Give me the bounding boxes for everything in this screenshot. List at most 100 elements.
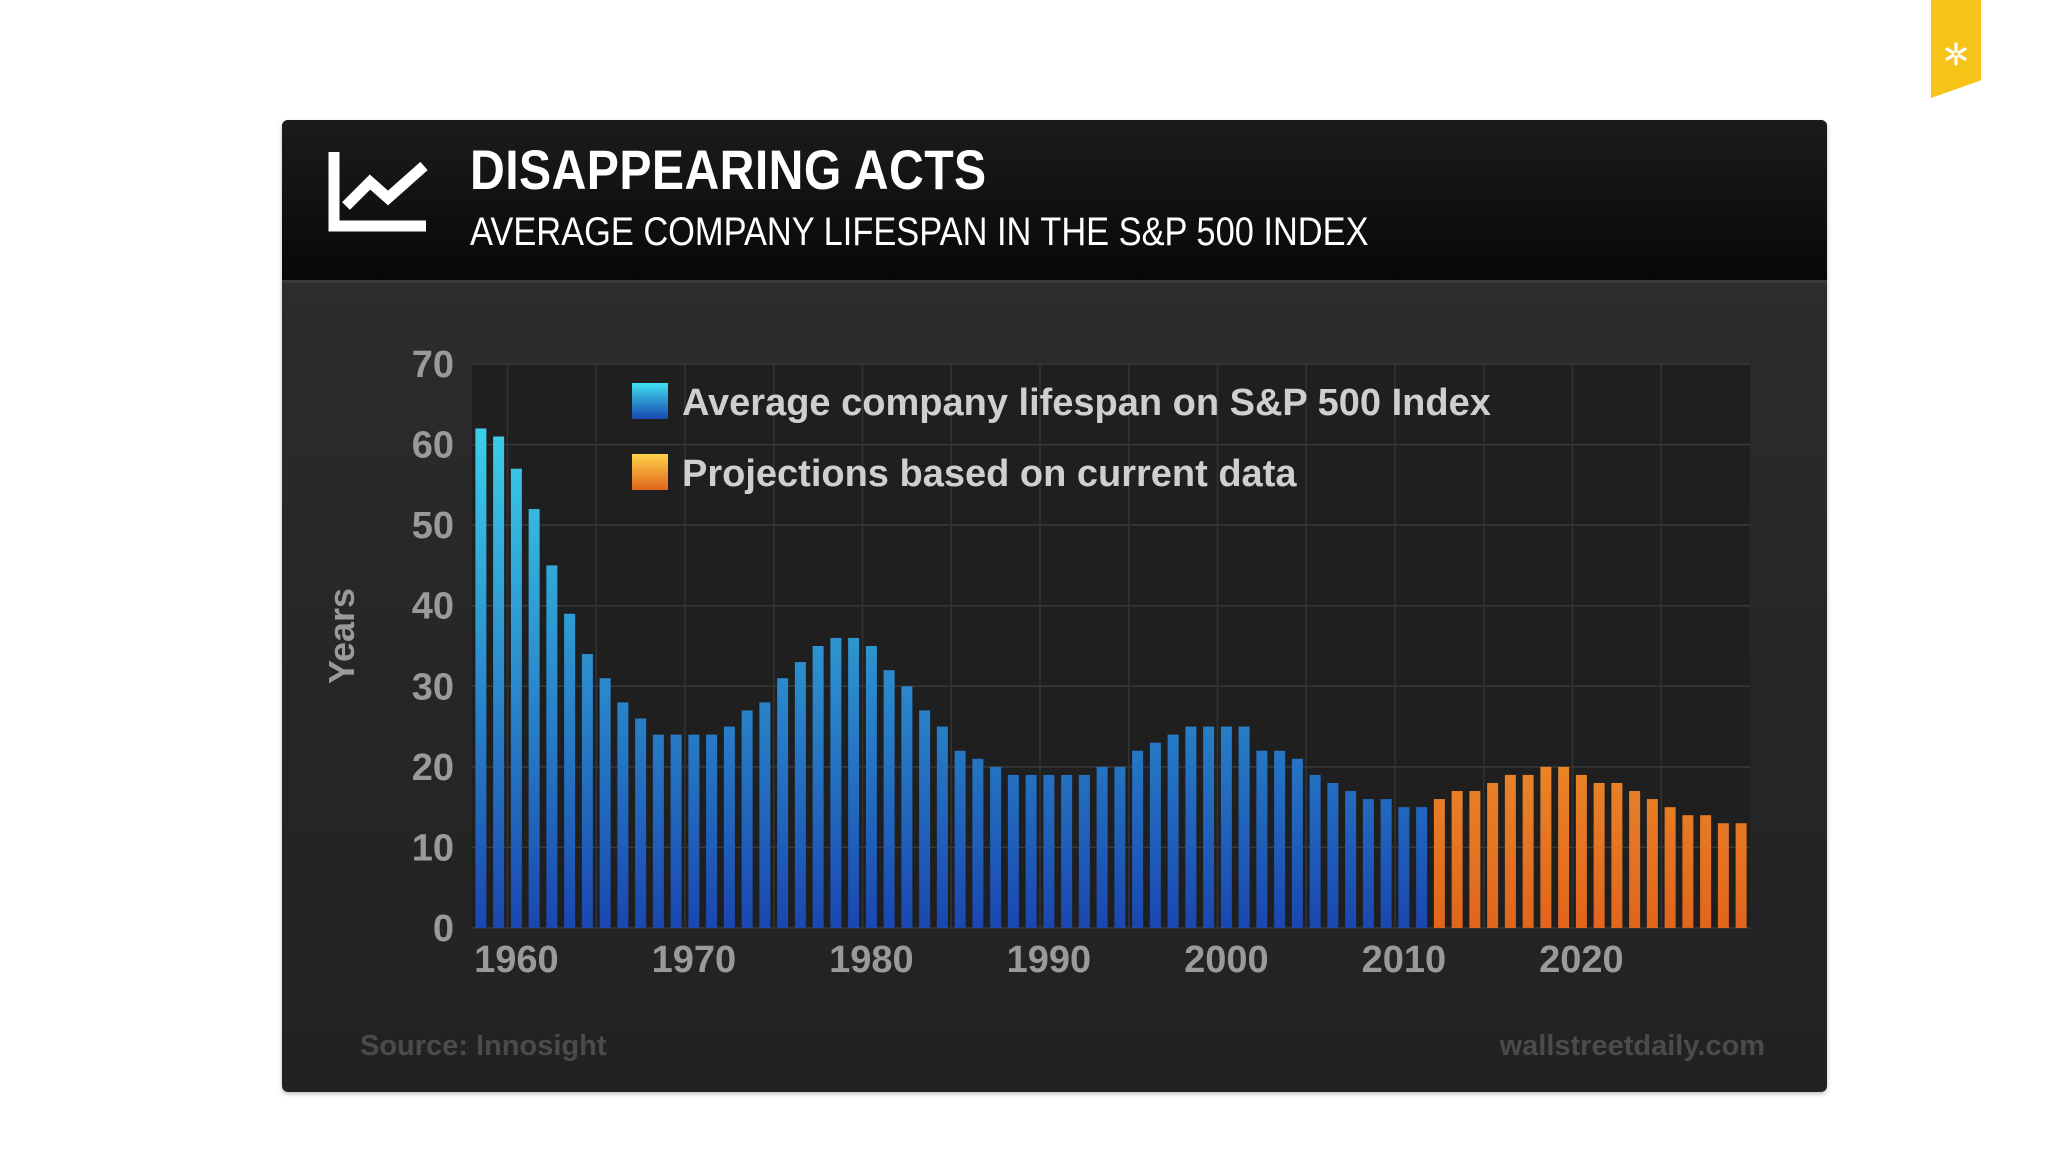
bar-projection <box>1540 766 1552 928</box>
chart-subtitle: AVERAGE COMPANY LIFESPAN IN THE S&P 500 … <box>470 210 1369 254</box>
bar-actual <box>1203 726 1215 928</box>
bar-actual <box>528 509 540 928</box>
asterisk-icon <box>1945 42 1967 66</box>
bar-actual <box>1096 766 1108 928</box>
bar-actual <box>652 734 664 928</box>
y-tick-label: 20 <box>412 747 454 789</box>
bar-actual <box>706 734 718 928</box>
y-tick-label: 30 <box>412 666 454 708</box>
chart-title: DISAPPEARING ACTS <box>470 138 987 201</box>
bar-actual <box>493 436 505 928</box>
bar-projection <box>1522 774 1534 928</box>
bar-actual <box>1220 726 1232 928</box>
bar-actual <box>1380 799 1392 928</box>
bar-actual <box>954 750 966 928</box>
bar-actual <box>1256 750 1268 928</box>
bar-projection <box>1682 815 1694 928</box>
bar-projection <box>1717 823 1729 928</box>
bar-actual <box>1061 774 1073 928</box>
bar-actual <box>777 678 789 928</box>
card-header: DISAPPEARING ACTS AVERAGE COMPANY LIFESP… <box>282 120 1827 283</box>
bar-actual <box>1291 758 1303 928</box>
y-tick-label: 10 <box>412 827 454 869</box>
bar-projection <box>1433 799 1445 928</box>
y-tick-label: 60 <box>412 425 454 467</box>
bar-actual <box>919 710 931 928</box>
bar-actual <box>865 646 877 928</box>
site-credit: wallstreetdaily.com <box>1499 1030 1765 1062</box>
y-tick-label: 50 <box>412 505 454 547</box>
bar-actual <box>599 678 611 928</box>
bar-projection <box>1469 791 1481 928</box>
y-tick-label: 70 <box>412 344 454 386</box>
bar-projection <box>1575 774 1587 928</box>
bar-actual <box>1309 774 1321 928</box>
x-tick-label: 2000 <box>1184 939 1269 981</box>
legend-swatch <box>632 383 668 419</box>
bar-actual <box>990 766 1002 928</box>
bar-actual <box>581 654 593 928</box>
bar-actual <box>670 734 682 928</box>
infographic-card: DISAPPEARING ACTS AVERAGE COMPANY LIFESP… <box>282 120 1827 1092</box>
bar-actual <box>510 468 522 928</box>
bar-actual <box>901 686 913 928</box>
y-tick-label: 40 <box>412 586 454 628</box>
bar-projection <box>1646 799 1658 928</box>
line-chart-icon <box>328 152 428 232</box>
bar-projection <box>1487 782 1499 928</box>
x-tick-label: 2020 <box>1539 939 1624 981</box>
bar-actual <box>564 613 576 928</box>
source-credit: Source: Innosight <box>360 1030 607 1062</box>
bar-projection <box>1593 782 1605 928</box>
bar-actual <box>546 565 558 928</box>
bar-actual <box>635 718 647 928</box>
bar-projection <box>1451 791 1463 928</box>
bar-chart: 0 10 20 30 40 50 60 70 1960 1970 1980 1990 2000 2010 2… <box>321 344 1750 981</box>
bar-actual <box>883 670 895 928</box>
bar-actual <box>1398 807 1410 928</box>
bar-actual <box>1025 774 1037 928</box>
bar-actual <box>812 646 824 928</box>
bookmark-tab[interactable] <box>1931 0 1981 98</box>
bar-actual <box>475 428 487 928</box>
bar-actual <box>1416 807 1428 928</box>
bar-actual <box>1362 799 1374 928</box>
bar-actual <box>759 702 771 928</box>
bar-actual <box>1114 766 1126 928</box>
bar-actual <box>1149 742 1161 928</box>
bar-projection <box>1629 791 1641 928</box>
bar-actual <box>1345 791 1357 928</box>
bar-actual <box>1274 750 1286 928</box>
x-tick-label: 1980 <box>829 939 914 981</box>
bar-actual <box>830 637 842 928</box>
bar-actual <box>972 758 984 928</box>
y-tick-label: 0 <box>433 908 454 950</box>
y-axis-label: Years <box>321 588 362 684</box>
bar-actual <box>1167 734 1179 928</box>
bar-actual <box>794 662 806 928</box>
x-tick-label: 1970 <box>652 939 737 981</box>
bar-projection <box>1558 766 1570 928</box>
bar-projection <box>1611 782 1623 928</box>
bar-actual <box>1007 774 1019 928</box>
bar-actual <box>1078 774 1090 928</box>
x-tick-label: 1960 <box>474 939 559 981</box>
bar-actual <box>848 637 860 928</box>
bar-actual <box>1043 774 1055 928</box>
bar-actual <box>936 726 948 928</box>
legend-label: Average company lifespan on S&P 500 Inde… <box>682 382 1491 424</box>
bar-actual <box>741 710 753 928</box>
x-tick-label: 2010 <box>1362 939 1447 981</box>
legend-swatch <box>632 454 668 490</box>
bar-actual <box>723 726 735 928</box>
bar-actual <box>1238 726 1250 928</box>
bar-projection <box>1735 823 1747 928</box>
bar-actual <box>1327 782 1339 928</box>
bar-projection <box>1664 807 1676 928</box>
x-tick-label: 1990 <box>1007 939 1092 981</box>
bar-actual <box>1185 726 1197 928</box>
bar-projection <box>1504 774 1516 928</box>
bar-actual <box>1132 750 1144 928</box>
legend-label: Projections based on current data <box>682 453 1297 495</box>
bar-projection <box>1700 815 1712 928</box>
